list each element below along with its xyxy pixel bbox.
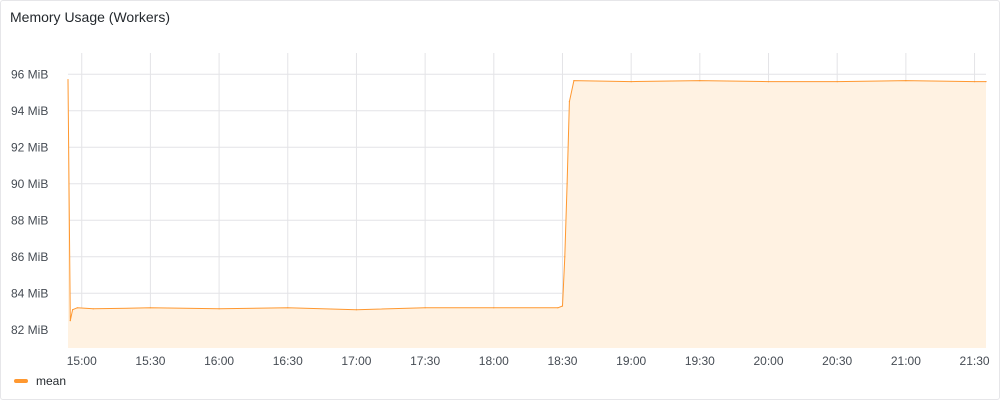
x-tick-label: 17:00 xyxy=(341,354,371,368)
legend-label: mean xyxy=(36,374,67,388)
x-tick-label: 16:00 xyxy=(204,354,234,368)
x-tick-label: 20:00 xyxy=(754,354,784,368)
series-point xyxy=(557,307,559,309)
series-point xyxy=(561,305,564,307)
series-area-fill xyxy=(68,79,986,348)
series-point xyxy=(92,308,94,310)
y-tick-label: 82 MiB xyxy=(11,323,48,337)
x-tick-label: 20:30 xyxy=(822,354,852,368)
series-point xyxy=(72,309,74,311)
series-point xyxy=(699,80,701,82)
series-point xyxy=(355,309,357,311)
x-tick-label: 15:30 xyxy=(135,354,165,368)
x-tick-label: 17:30 xyxy=(410,354,440,368)
x-tick-label: 19:30 xyxy=(685,354,715,368)
x-tick-label: 15:00 xyxy=(67,354,97,368)
series-point xyxy=(67,79,69,81)
series-line-mean[interactable] xyxy=(67,79,986,322)
series-point xyxy=(568,101,571,103)
legend-swatch xyxy=(14,379,28,383)
series-point xyxy=(974,81,976,83)
x-tick-label: 21:30 xyxy=(960,354,990,368)
y-axis: 82 MiB 84 MiB 86 MiB 88 MiB 90 MiB 92 MiB 94 M… xyxy=(11,67,48,337)
series-point xyxy=(836,81,838,83)
legend-item-mean[interactable]: mean xyxy=(14,374,66,388)
y-tick-label: 86 MiB xyxy=(11,250,48,264)
series-point xyxy=(905,80,907,82)
x-tick-label: 16:30 xyxy=(273,354,303,368)
series-point xyxy=(218,308,220,310)
series-point xyxy=(566,183,568,185)
series-point xyxy=(69,320,71,322)
series-point xyxy=(493,307,495,309)
series-point xyxy=(630,81,632,83)
x-axis: 15:00 15:30 16:00 16:30 17:00 17:30 18:00 18:30… xyxy=(67,354,990,368)
series-point xyxy=(76,307,78,309)
series-point xyxy=(424,307,426,309)
y-tick-label: 88 MiB xyxy=(11,213,48,227)
x-tick-label: 19:00 xyxy=(616,354,646,368)
y-tick-label: 92 MiB xyxy=(11,140,48,154)
x-tick-label: 18:30 xyxy=(547,354,577,368)
series-point xyxy=(985,81,987,83)
series-point xyxy=(573,80,575,82)
panel-title[interactable]: Memory Usage (Workers) xyxy=(10,9,170,25)
x-tick-label: 21:00 xyxy=(891,354,921,368)
y-tick-label: 90 MiB xyxy=(11,177,48,191)
y-tick-label: 96 MiB xyxy=(11,67,48,81)
y-tick-label: 94 MiB xyxy=(11,104,48,118)
series-point xyxy=(149,307,151,309)
series-point xyxy=(287,307,289,309)
series-point xyxy=(767,81,770,83)
x-tick-label: 18:00 xyxy=(479,354,509,368)
series-area xyxy=(67,79,987,348)
y-tick-label: 84 MiB xyxy=(11,286,48,300)
series-point xyxy=(564,256,566,258)
